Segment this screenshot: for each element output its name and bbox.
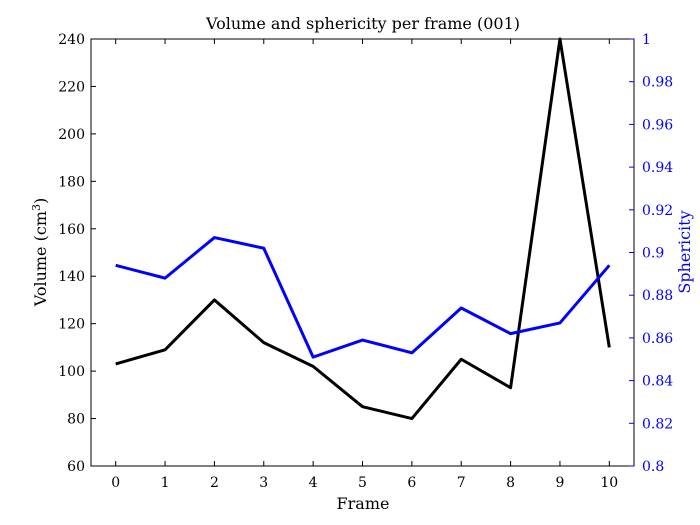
y-left-tick-label: 100	[58, 364, 85, 380]
y-right-tick-label: 0.94	[642, 160, 673, 176]
y-right-tick-label: 1	[642, 32, 651, 48]
y-right-tick-label: 0.96	[642, 117, 673, 133]
x-tick-label: 7	[457, 475, 466, 491]
x-axis: 0 1 2 3 4 5 6 7 8 9 10	[111, 39, 618, 491]
y-right-axis-title: Sphericity	[675, 210, 694, 293]
y-left-tick-label: 180	[58, 174, 85, 190]
y-left-tick-label: 120	[58, 317, 85, 333]
y-right-tick-label: 0.84	[642, 374, 673, 390]
y-left-tick-label: 240	[58, 32, 85, 48]
y-left-title-sup: 3	[30, 204, 43, 211]
chart-title: Volume and sphericity per frame (001)	[205, 14, 520, 33]
y-right-tick-label: 0.8	[642, 459, 664, 475]
x-tick-label: 4	[309, 475, 318, 491]
x-tick-label: 10	[600, 475, 618, 491]
y-right-tick-label: 0.98	[642, 75, 673, 91]
x-tick-label: 3	[259, 475, 268, 491]
x-tick-label: 5	[358, 475, 367, 491]
y-left-title-main: Volume (cm	[31, 211, 50, 307]
x-tick-label: 6	[407, 475, 416, 491]
y-left-tick-label: 140	[58, 269, 85, 285]
x-tick-label: 9	[555, 475, 564, 491]
y-right-tick-label: 0.92	[642, 203, 673, 219]
x-tick-label: 2	[210, 475, 219, 491]
x-tick-label: 0	[111, 475, 120, 491]
volume-series-line	[115, 37, 611, 421]
series-layer	[115, 37, 611, 421]
y-right-tick-label: 0.88	[642, 288, 673, 304]
y-axis-right: 0.8 0.82 0.84 0.86 0.88 0.9 0.92 0.94 0.96 0.98 1	[629, 32, 673, 475]
x-axis-title: Frame	[337, 494, 390, 513]
y-left-tick-label: 200	[58, 127, 85, 143]
sphericity-series-line	[115, 236, 611, 359]
y-left-tick-label: 160	[58, 222, 85, 238]
y-axis-left: 60 80 100 120 140 160 180 200 220 240	[58, 32, 96, 475]
y-left-tick-label: 220	[58, 79, 85, 95]
plot-frame	[90, 38, 635, 467]
y-left-tick-label: 80	[67, 412, 85, 428]
y-left-title-close: )	[31, 198, 50, 204]
y-right-tick-label: 0.82	[642, 416, 673, 432]
y-right-tick-label: 0.86	[642, 331, 673, 347]
y-right-tick-label: 0.9	[642, 246, 664, 262]
y-left-axis-title: Volume (cm3)	[30, 198, 50, 308]
x-tick-label: 8	[506, 475, 515, 491]
y-left-tick-label: 60	[67, 459, 85, 475]
x-tick-label: 1	[161, 475, 170, 491]
